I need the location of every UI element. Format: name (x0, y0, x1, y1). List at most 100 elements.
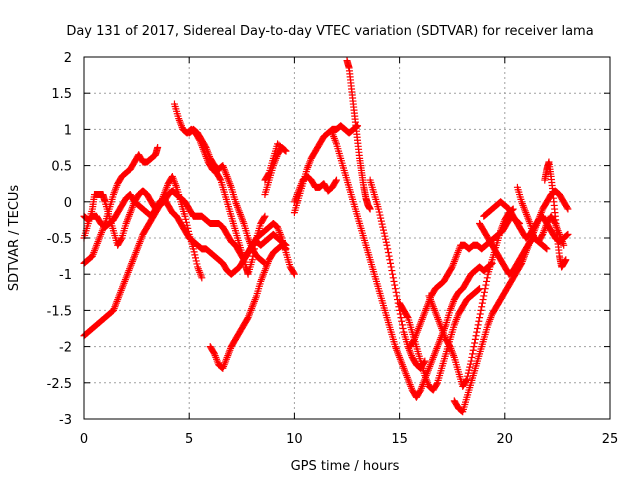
data-point (248, 256, 256, 264)
data-point (260, 258, 268, 266)
data-point (183, 221, 191, 229)
data-point (475, 317, 483, 325)
data-point (198, 274, 206, 282)
data-point (563, 232, 571, 240)
data-point (375, 208, 383, 216)
data-point (399, 325, 407, 332)
series-arc-6 (185, 125, 269, 267)
data-point (482, 281, 490, 289)
data-point (472, 332, 480, 340)
data-point (390, 277, 398, 285)
data-point (389, 270, 397, 278)
data-point (481, 285, 489, 293)
data-point (475, 285, 483, 293)
x-axis-label: GPS time / hours (291, 459, 400, 474)
series-arc-4 (80, 191, 298, 278)
y-tick-label: -3 (59, 413, 72, 428)
data-point (465, 366, 473, 374)
data-point (466, 360, 474, 368)
data-point (154, 144, 162, 151)
data-point (282, 245, 290, 253)
data-point (564, 230, 572, 238)
series-arc-9 (290, 172, 340, 206)
data-point (538, 232, 546, 240)
data-point (398, 317, 406, 325)
data-point (117, 235, 125, 243)
data-point (192, 257, 200, 265)
data-point (332, 176, 340, 184)
series-arc-20 (541, 158, 570, 271)
data-point (389, 274, 397, 282)
data-point (384, 245, 392, 253)
y-tick-label: -2 (59, 341, 72, 356)
data-point (447, 264, 455, 272)
data-point (385, 252, 393, 260)
data-point (397, 314, 405, 322)
data-point (562, 256, 570, 264)
series-arc-5 (170, 100, 269, 278)
data-point (476, 310, 484, 318)
series-arc-21 (476, 220, 551, 278)
data-point (262, 175, 270, 183)
x-tick-label: 0 (80, 432, 88, 447)
data-point (243, 315, 251, 323)
y-tick-label: -0.5 (47, 232, 72, 247)
data-point (466, 363, 474, 371)
data-point (479, 296, 487, 304)
data-point (192, 254, 200, 262)
data-point (560, 241, 568, 249)
series-arc-11 (343, 57, 374, 213)
data-point (332, 177, 340, 185)
data-point (563, 231, 571, 239)
data-point (281, 244, 289, 252)
y-tick-label: 0 (64, 196, 72, 211)
data-point (290, 269, 298, 277)
x-tick-label: 20 (497, 432, 514, 447)
data-point (384, 248, 392, 256)
data-point (483, 274, 491, 282)
series-arc-15 (396, 285, 484, 394)
data-point (433, 380, 441, 388)
data-point (483, 277, 491, 285)
data-point (477, 306, 485, 314)
data-point (463, 375, 471, 383)
data-point (182, 218, 190, 226)
y-tick-label: -1 (59, 268, 72, 283)
data-point (201, 142, 209, 150)
data-point (445, 341, 453, 349)
data-point (543, 245, 551, 253)
data-point (478, 299, 486, 307)
data-point (189, 245, 197, 253)
data-point (542, 244, 550, 252)
data-point (386, 259, 394, 267)
data-point (281, 244, 289, 252)
data-point (366, 205, 374, 213)
x-tick-label: 25 (602, 432, 619, 447)
x-tick-label: 5 (185, 432, 193, 447)
data-point (260, 213, 268, 221)
data-point (473, 325, 481, 332)
data-point (392, 288, 400, 296)
data-point (474, 321, 482, 329)
data-point (190, 248, 198, 256)
data-point (210, 349, 218, 357)
series-arc-8 (261, 140, 290, 199)
data-point (375, 205, 383, 213)
data-point (380, 229, 388, 237)
data-point (387, 263, 395, 271)
y-tick-label: 0.5 (51, 160, 72, 175)
data-point (474, 286, 482, 294)
data-point (403, 312, 411, 320)
data-point (469, 350, 477, 358)
y-tick-label: -1.5 (47, 304, 72, 319)
axis-ticks (83, 56, 611, 420)
data-point (181, 212, 189, 220)
data-point (379, 223, 387, 231)
data-point (564, 205, 572, 213)
y-tick-label: 2 (64, 51, 72, 66)
data-marks (80, 57, 572, 416)
series-arc-7 (206, 241, 290, 372)
data-point (541, 244, 549, 252)
data-point (478, 303, 486, 311)
